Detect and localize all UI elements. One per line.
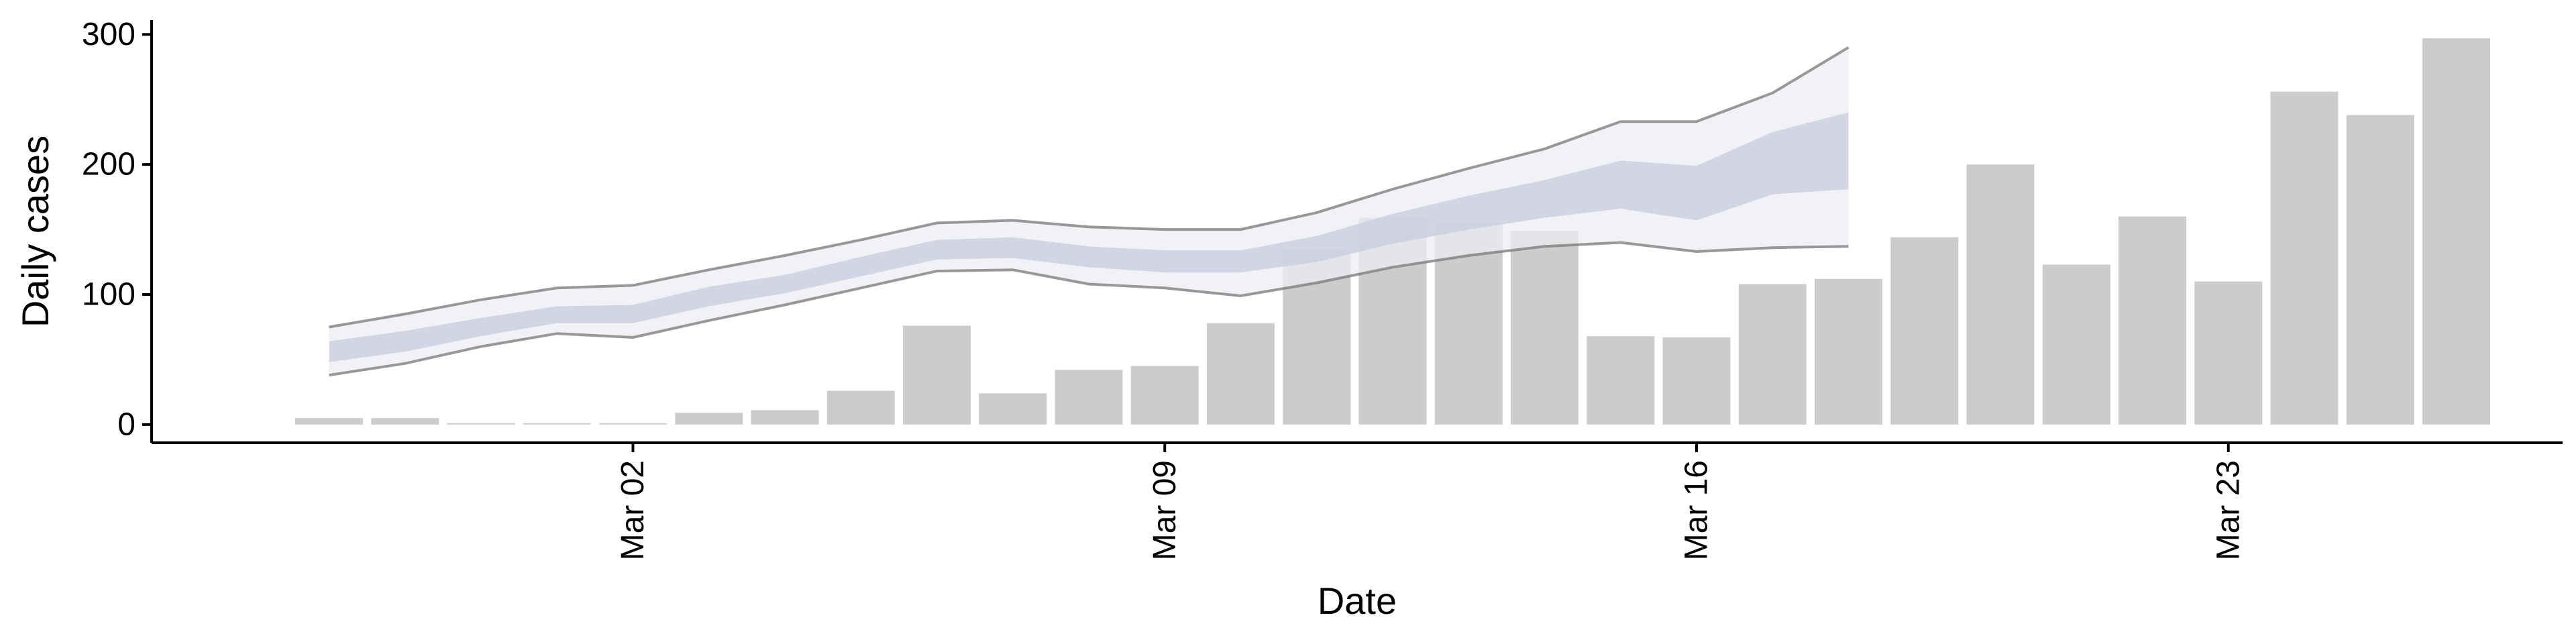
bar-2020-03-16	[1662, 337, 1731, 425]
bar-2020-03-09	[1130, 366, 1199, 425]
bar-2020-03-22	[2118, 216, 2186, 425]
outer-band-upper-line	[329, 46, 1849, 329]
bar-2020-03-21	[2042, 264, 2110, 425]
y-tick-label: 0	[117, 407, 136, 442]
y-tick-label: 300	[82, 17, 136, 52]
x-tick-label: Mar 23	[2210, 460, 2246, 560]
bar-2020-03-19	[1890, 237, 1959, 425]
bar-2020-03-01	[523, 423, 591, 425]
x-tick-label: Mar 02	[615, 460, 651, 560]
bar-2020-03-18	[1815, 278, 1882, 425]
bar-2020-03-24	[2270, 91, 2339, 425]
bar-2020-03-06	[903, 325, 971, 425]
bar-2020-03-05	[826, 390, 895, 425]
bar-2020-03-20	[1966, 164, 2035, 425]
outer-band-lower-line	[329, 241, 1849, 377]
bar-2020-03-10	[1207, 323, 1275, 425]
bars-layer	[295, 38, 2490, 425]
y-axis-title: Daily cases	[14, 136, 56, 327]
y-tick-label: 200	[82, 147, 136, 182]
y-tick-label: 100	[82, 277, 136, 313]
bar-2020-03-14	[1511, 231, 1578, 425]
x-axis-title: Date	[1318, 580, 1397, 622]
outer-interval-band	[329, 47, 1849, 376]
x-tick-label: Mar 16	[1679, 460, 1715, 560]
bar-2020-03-15	[1587, 336, 1655, 425]
bar-2020-03-03	[675, 413, 743, 425]
bar-2020-03-07	[979, 393, 1047, 425]
bar-2020-02-27	[295, 418, 363, 425]
inner-interval-band	[329, 112, 1849, 362]
ticks-layer: 0 100 200 300 Mar 02 Mar 09 Mar 16 Mar 23	[82, 17, 2246, 561]
bar-2020-02-29	[447, 423, 515, 425]
bar-2020-02-28	[371, 418, 439, 425]
bar-2020-03-23	[2194, 281, 2263, 425]
axes-layer	[150, 20, 2563, 444]
x-tick-label: Mar 09	[1147, 460, 1183, 560]
bar-2020-03-26	[2422, 38, 2490, 425]
bands-layer	[329, 46, 1849, 377]
bar-2020-03-25	[2346, 115, 2414, 425]
bar-2020-03-04	[751, 410, 819, 425]
bar-2020-03-02	[599, 423, 667, 425]
bar-2020-03-17	[1738, 284, 1807, 425]
bar-2020-03-08	[1055, 370, 1123, 425]
